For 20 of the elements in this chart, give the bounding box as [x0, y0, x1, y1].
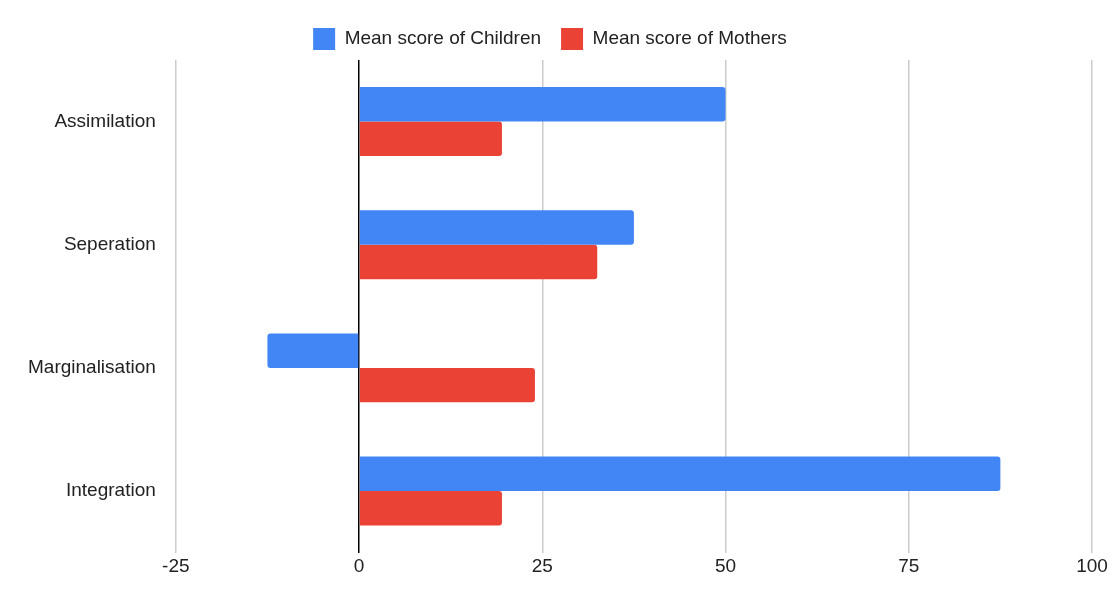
y-tick-label: Assimilation — [54, 109, 156, 131]
bar — [359, 210, 634, 245]
bar — [267, 333, 359, 368]
y-tick-label: Seperation — [63, 232, 156, 254]
bar — [359, 367, 535, 403]
x-tick-label: 25 — [531, 555, 553, 577]
x-tick-label: -25 — [162, 555, 190, 577]
y-tick-label: Integration — [65, 479, 156, 501]
bar — [359, 456, 1001, 492]
x-tick-label: 100 — [1076, 555, 1108, 577]
bar — [359, 121, 502, 157]
legend-label: Mean score of Children — [344, 27, 542, 49]
bar — [359, 491, 502, 526]
y-tick-label: Marginalisation — [27, 356, 156, 378]
legend-label: Mean score of Mothers — [592, 27, 787, 49]
x-tick-label: 50 — [714, 555, 737, 577]
x-tick-label: 75 — [898, 555, 920, 577]
bar — [359, 87, 726, 122]
bar — [359, 244, 598, 280]
x-tick-label: 0 — [353, 555, 365, 577]
